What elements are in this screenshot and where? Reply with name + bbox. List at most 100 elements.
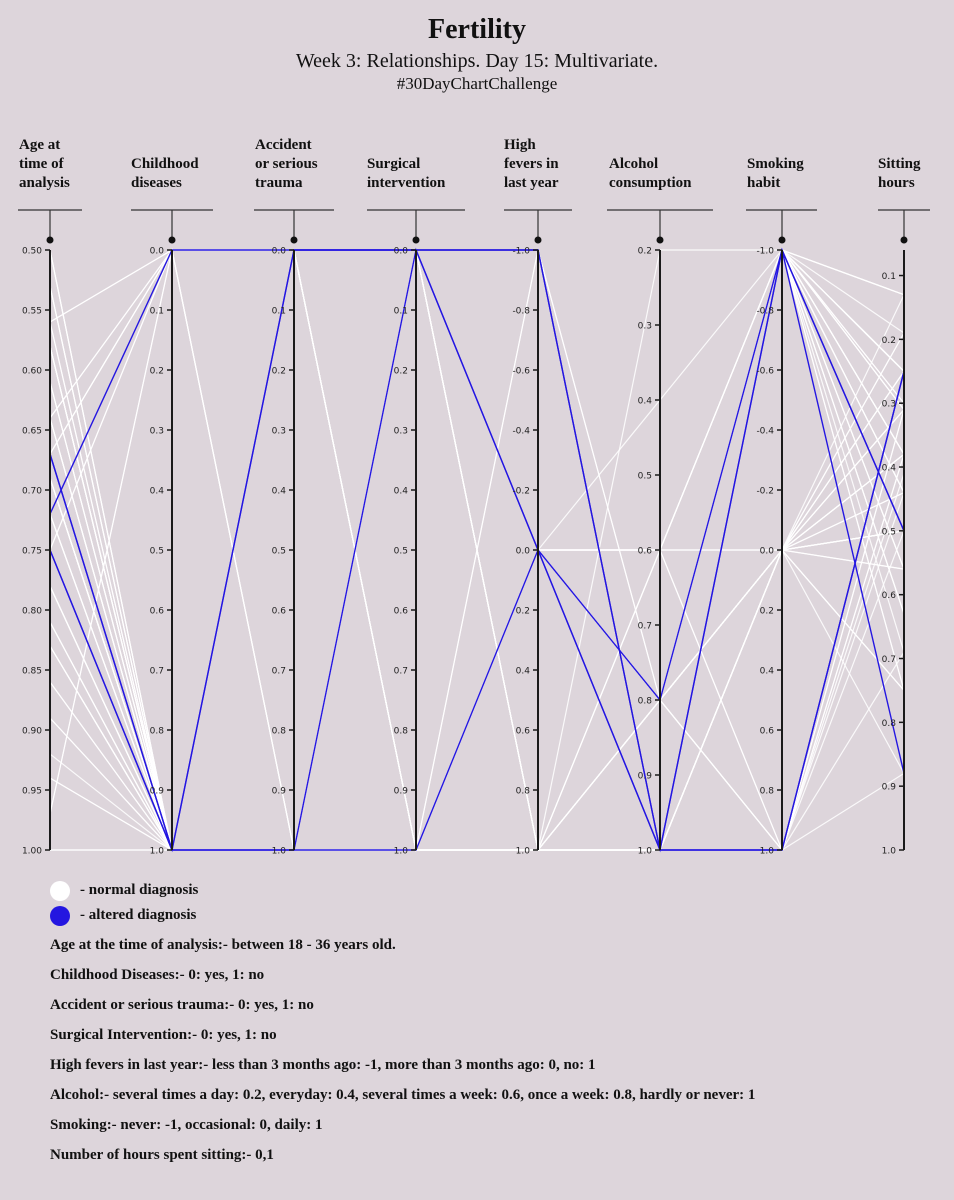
tick-label: -1.0 <box>756 247 774 257</box>
tick-label: 0.2 <box>394 367 408 377</box>
tick-label: 1.0 <box>882 847 897 857</box>
tick-label: 0.4 <box>760 667 775 677</box>
tick-label: 0.2 <box>638 247 652 257</box>
tick-label: -0.4 <box>756 427 774 437</box>
tick-label: 0.4 <box>882 464 897 474</box>
tick-label: 0.2 <box>760 607 774 617</box>
chart-subtitle: Week 3: Relationships. Day 15: Multivari… <box>295 50 659 72</box>
tick-label: 0.7 <box>882 655 896 665</box>
tick-label: 0.9 <box>638 772 653 782</box>
axis-title-smoking: habit <box>747 175 780 191</box>
axis-title-alcohol: consumption <box>609 175 692 191</box>
tick-label: 0.50 <box>22 247 42 257</box>
tick-label: 0.5 <box>150 547 164 557</box>
tick-label: 1.0 <box>638 847 653 857</box>
note-trauma: Accident or serious trauma:- 0: yes, 1: … <box>50 997 314 1013</box>
tick-label: 0.8 <box>882 719 897 729</box>
axis-title-surgical: intervention <box>367 175 446 191</box>
tick-label: 0.4 <box>150 487 165 497</box>
tick-label: 0.3 <box>272 427 286 437</box>
axis-title-alcohol: Alcohol <box>609 156 658 172</box>
normal-record-line <box>49 247 905 702</box>
legend-item-normal: - normal diagnosis <box>50 878 198 903</box>
axis-title-childhood: Childhood <box>131 156 199 172</box>
tick-label: 0.8 <box>150 727 165 737</box>
tick-label: 0.3 <box>394 427 408 437</box>
tick-label: 0.85 <box>22 667 42 677</box>
tick-label: 1.0 <box>394 847 409 857</box>
axis-title-trauma: trauma <box>255 175 303 191</box>
chart-title: Fertility <box>428 14 526 45</box>
tick-label: 0.0 <box>150 247 165 257</box>
tick-label: 0.7 <box>150 667 164 677</box>
tick-label: 0.5 <box>882 527 896 537</box>
normal-diagnosis-lines <box>49 247 905 853</box>
note-age: Age at the time of analysis:- between 18… <box>50 937 396 953</box>
tick-label: 0.65 <box>22 427 42 437</box>
tick-label: 0.90 <box>22 727 42 737</box>
tick-label: 1.0 <box>760 847 775 857</box>
tick-label: 0.1 <box>882 272 896 282</box>
normal-record-line <box>49 453 905 851</box>
tick-label: 1.0 <box>150 847 165 857</box>
variable-notes: Age at the time of analysis:- between 18… <box>50 934 755 1174</box>
tick-label: -0.6 <box>512 367 530 377</box>
tick-label: 0.3 <box>150 427 164 437</box>
altered-diagnosis-dot-icon <box>50 905 70 926</box>
tick-label: 0.0 <box>394 247 409 257</box>
note-fevers: High fevers in last year:- less than 3 m… <box>50 1057 596 1073</box>
axis-title-fevers: fevers in <box>504 156 559 172</box>
tick-label: 0.7 <box>638 622 652 632</box>
axis-handle-dot <box>412 236 420 244</box>
tick-label: 0.4 <box>638 397 653 407</box>
note-sitting: Number of hours spent sitting:- 0,1 <box>50 1147 274 1163</box>
normal-record-line <box>49 409 905 851</box>
tick-label: 0.6 <box>394 607 409 617</box>
axis-title-age: Age at <box>19 137 60 153</box>
tick-label: 0.70 <box>22 487 42 497</box>
axis-handle-dot <box>168 236 176 244</box>
axis-title-trauma: or serious <box>255 156 318 172</box>
tick-label: 0.0 <box>272 247 287 257</box>
axis-handle-dot <box>778 236 786 244</box>
tick-label: 0.4 <box>394 487 409 497</box>
tick-label: 0.0 <box>760 547 775 557</box>
tick-label: 0.8 <box>760 787 775 797</box>
tick-label: 0.8 <box>638 697 653 707</box>
tick-label: 0.6 <box>638 547 653 557</box>
tick-label: 0.2 <box>150 367 164 377</box>
tick-label: 0.95 <box>22 787 42 797</box>
tick-label: 1.00 <box>22 847 42 857</box>
normal-record-line <box>49 248 905 703</box>
axis-title-smoking: Smoking <box>747 156 804 172</box>
tick-label: -1.0 <box>512 247 530 257</box>
axis-title-trauma: Accident <box>255 137 312 153</box>
chart-hashtag: #30DayChartChallenge <box>396 74 558 93</box>
tick-label: 0.3 <box>638 322 652 332</box>
axis-handle-dot <box>46 236 54 244</box>
tick-label: -0.4 <box>512 427 530 437</box>
tick-label: -0.2 <box>756 487 774 497</box>
tick-label: 0.6 <box>760 727 775 737</box>
tick-label: 0.1 <box>150 307 164 317</box>
legend: - normal diagnosis - altered diagnosis <box>50 878 198 928</box>
tick-label: 0.80 <box>22 607 42 617</box>
tick-label: 0.3 <box>882 400 896 410</box>
tick-label: 0.0 <box>516 547 531 557</box>
tick-label: 0.4 <box>516 667 531 677</box>
tick-label: -0.2 <box>512 487 530 497</box>
tick-label: 0.1 <box>394 307 408 317</box>
legend-label-altered: - altered diagnosis <box>80 907 197 923</box>
axis-title-surgical: Surgical <box>367 156 420 172</box>
tick-label: 0.8 <box>516 787 531 797</box>
tick-label: -0.6 <box>756 367 774 377</box>
note-smoking: Smoking:- never: -1, occasional: 0, dail… <box>50 1117 323 1133</box>
normal-record-line <box>49 417 905 852</box>
tick-label: 0.9 <box>272 787 287 797</box>
tick-label: 0.75 <box>22 547 42 557</box>
tick-label: 0.55 <box>22 307 42 317</box>
tick-label: 0.9 <box>394 787 409 797</box>
tick-label: 1.0 <box>272 847 287 857</box>
tick-label: 0.4 <box>272 487 287 497</box>
note-surgical: Surgical Intervention:- 0: yes, 1: no <box>50 1027 277 1043</box>
